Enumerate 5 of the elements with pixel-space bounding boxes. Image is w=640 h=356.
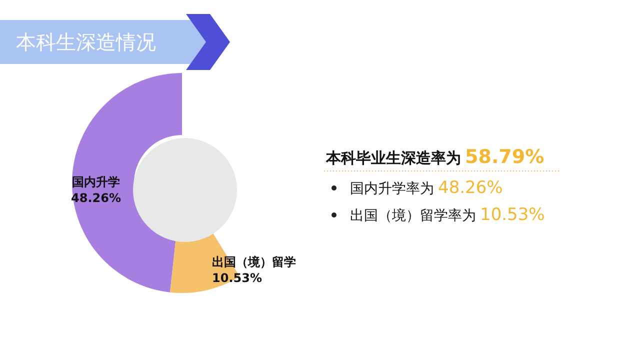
chart-title: 本科生深造情况	[16, 30, 156, 54]
slice-label: 国内升学	[72, 175, 120, 189]
text: 出国（境）留学率为 10.53%	[350, 205, 545, 225]
text: 本科毕业生深造率为 58.79%	[325, 146, 544, 168]
text: 国内升学率为 48.26%	[350, 178, 503, 198]
